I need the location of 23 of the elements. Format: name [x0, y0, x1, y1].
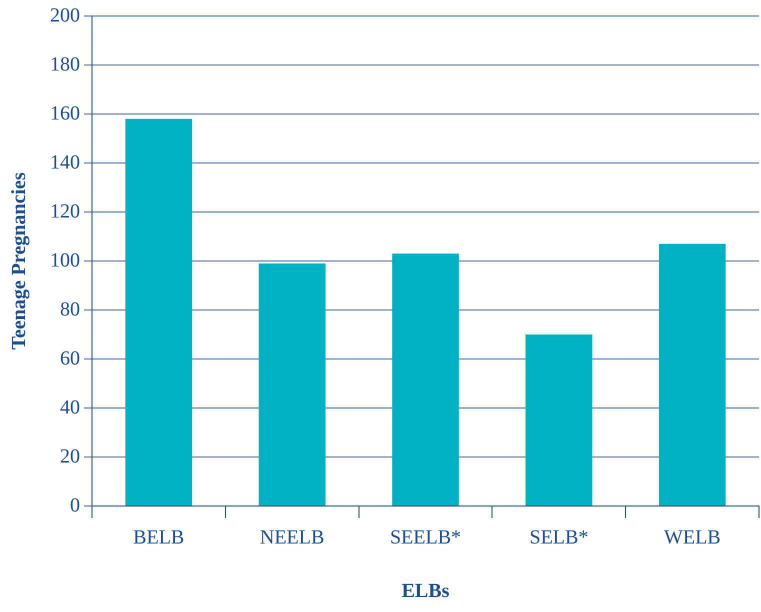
bar: [392, 254, 459, 506]
x-tick-label: WELB: [664, 526, 721, 548]
y-tick-label: 120: [50, 200, 80, 222]
x-axis-title: ELBs: [402, 580, 450, 602]
bar: [258, 263, 326, 506]
y-tick-label: 100: [50, 249, 80, 272]
y-tick-label: 0: [70, 494, 80, 516]
y-axis-title: Teenage Pregnancies: [8, 172, 30, 350]
y-tick-label: 20: [60, 445, 80, 468]
y-tick-label: 180: [50, 53, 80, 76]
x-tick-label: NEELB: [260, 526, 324, 548]
y-tick-label: 140: [50, 151, 80, 174]
y-tick-label: 60: [60, 347, 80, 370]
x-tick-label: SELB*: [529, 526, 588, 548]
bar: [125, 118, 192, 506]
x-tick-label: SEELB*: [390, 526, 462, 548]
y-tick-label: 200: [50, 4, 80, 26]
y-tick-label: 40: [60, 396, 80, 418]
y-tick-label: 80: [60, 298, 80, 320]
y-tick-label: 160: [50, 102, 80, 124]
bar: [526, 334, 592, 506]
x-tick-label: BELB: [133, 526, 184, 548]
bar: [658, 244, 726, 506]
